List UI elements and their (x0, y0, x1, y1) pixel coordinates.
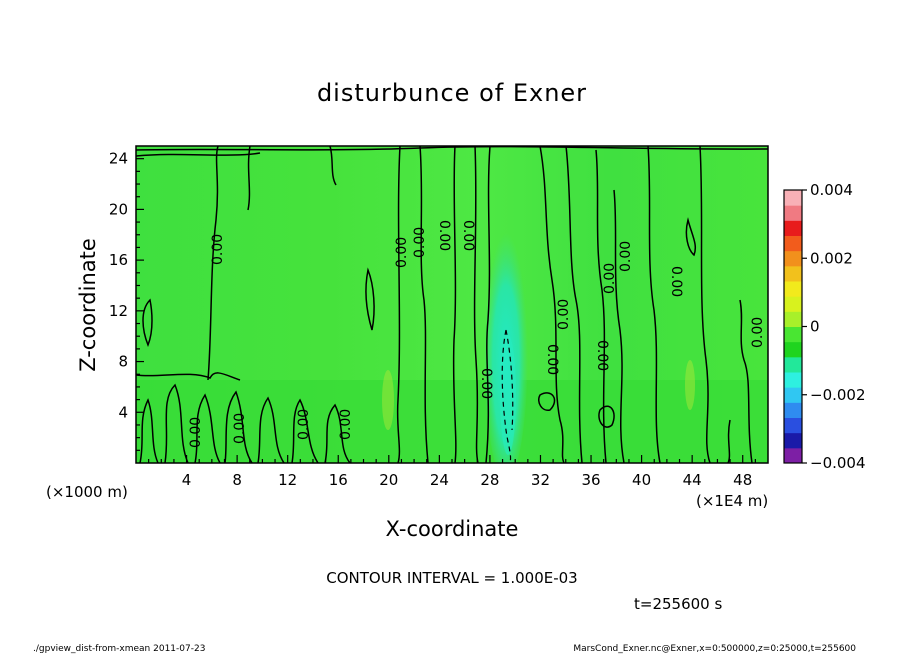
colorbar-swatch (784, 265, 802, 282)
x-tick-label: 20 (379, 471, 398, 489)
x-tick-label: 24 (430, 471, 449, 489)
x-tick-label: 40 (632, 471, 651, 489)
x-axis-label: X-coordinate (386, 517, 519, 541)
x-tick-label: 48 (733, 471, 752, 489)
colorbar-swatch (784, 205, 802, 221)
colorbar-label: 0.004 (810, 181, 853, 199)
colorbar-swatch (784, 326, 802, 343)
contour-label: 0.00 (188, 417, 204, 448)
negative-anomaly-core (500, 335, 516, 455)
lower-layer (136, 380, 768, 463)
contour-label: 0.00 (602, 263, 618, 294)
weak-positive-patch (685, 360, 695, 410)
colorbar-swatch (784, 296, 802, 312)
colorbar-swatch (784, 387, 802, 403)
colorbar-label: −0.004 (810, 454, 866, 472)
colorbar-swatch (784, 417, 802, 434)
colorbar-swatch (784, 341, 802, 358)
x-tick-label: 4 (182, 471, 192, 489)
contour-label: 0.00 (478, 368, 494, 399)
contour-label: 0.00 (210, 234, 226, 265)
contour-interval: CONTOUR INTERVAL = 1.000E-03 (326, 569, 577, 587)
colorbar-swatch (784, 311, 802, 327)
contour-label: 0.00 (618, 241, 634, 272)
footer-right: MarsCond_Exner.nc@Exner,x=0:500000,z=0:2… (573, 644, 856, 654)
x-tick-label: 32 (531, 471, 550, 489)
contour-labels: 0.00 0.00 0.00 0.00 0.00 0.00 0.00 0.00 … (188, 220, 766, 448)
contour-label: 0.00 (668, 266, 684, 297)
x-tick-label: 44 (683, 471, 702, 489)
footer-left: ./gpview_dist-from-xmean 2011-07-23 (33, 644, 205, 654)
colorbar-swatch (784, 356, 802, 373)
y-tick-label: 16 (109, 251, 128, 269)
x-unit-left: (×1000 m) (46, 483, 128, 501)
contour-label: 0.00 (338, 409, 354, 440)
x-tick-label: 12 (278, 471, 297, 489)
colorbar-swatch (784, 281, 802, 297)
y-tick-label: 8 (118, 353, 128, 371)
colorbar-swatch (784, 235, 802, 252)
colorbar-swatch (784, 432, 802, 449)
colorbar-swatch (784, 447, 802, 464)
contour-label: 0.00 (296, 409, 312, 440)
contour-label: 0.00 (460, 220, 476, 251)
contour-label: 0.00 (436, 220, 452, 251)
x-tick-label: 36 (581, 471, 600, 489)
colorbar-label: 0.002 (810, 249, 853, 267)
contour-label: 0.00 (232, 413, 248, 444)
y-axis-label: Z-coordinate (76, 238, 100, 372)
contour-label: 0.00 (412, 227, 428, 258)
colorbar-swatch (784, 372, 802, 388)
weak-positive-patch (382, 370, 394, 430)
x-tick-label: 8 (232, 471, 242, 489)
time-label: t=255600 s (634, 595, 722, 613)
contour-label: 0.00 (594, 340, 610, 371)
x-unit-right: (×1E4 m) (696, 492, 768, 510)
contour-label: 0.00 (394, 237, 410, 268)
x-tick-label: 16 (329, 471, 348, 489)
contour-label: 0.00 (750, 317, 766, 348)
y-axis: 4 8 12 16 20 24 (109, 150, 144, 451)
colorbar-label: −0.002 (810, 386, 866, 404)
x-axis: 4 8 12 16 20 24 28 32 36 40 44 48 (148, 455, 756, 489)
y-tick-label: 20 (109, 200, 128, 218)
colorbar: 0.004 0.002 0 −0.002 −0.004 (783, 181, 866, 472)
y-tick-label: 24 (109, 150, 128, 168)
plot-area: 0.00 0.00 0.00 0.00 0.00 0.00 0.00 0.00 … (136, 146, 768, 463)
chart-title: disturbunce of Exner (317, 79, 587, 107)
x-tick-label: 28 (480, 471, 499, 489)
colorbar-swatch (784, 190, 802, 206)
contour-lines (136, 146, 768, 463)
colorbar-swatch (784, 250, 802, 267)
contour-label: 0.00 (556, 299, 572, 330)
colorbar-swatch (784, 220, 802, 236)
y-tick-label: 4 (118, 403, 128, 421)
y-tick-label: 12 (109, 302, 128, 320)
negative-contour (501, 329, 514, 463)
colorbar-swatch (784, 402, 802, 418)
colorbar-label: 0 (810, 318, 820, 336)
contour-label: 0.00 (544, 344, 560, 375)
